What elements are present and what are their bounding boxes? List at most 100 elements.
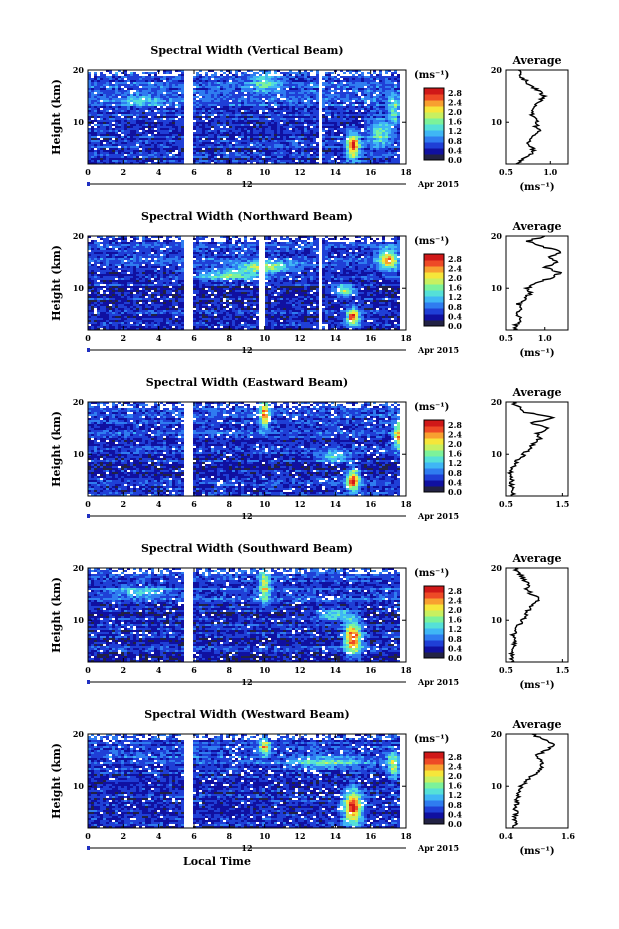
colorbar-swatch <box>424 118 444 125</box>
heatmap-frame <box>87 235 407 331</box>
date-start-mark <box>87 680 90 684</box>
average-y-tick-label: 10 <box>491 117 503 127</box>
average-title: Average <box>511 54 561 67</box>
average-y-tick-label: 20 <box>491 563 503 573</box>
colorbar-tick-label: 1.2 <box>448 790 462 800</box>
average-x-tick-label: 0.5 <box>499 665 513 675</box>
colorbar-swatch <box>424 254 444 261</box>
average-x-tick-label: 0.4 <box>499 831 513 841</box>
colorbar-frame <box>423 585 445 659</box>
average-title: Average <box>511 718 561 731</box>
panel-title: Spectral Width (Southward Beam) <box>141 542 353 555</box>
average-x-label: (ms⁻¹) <box>519 846 554 857</box>
x-tick-label: 8 <box>227 167 233 177</box>
x-tick-label: 14 <box>330 499 342 509</box>
x-tick-label: 16 <box>365 665 377 675</box>
average-profile-line <box>515 69 549 165</box>
colorbar-swatch <box>424 480 444 487</box>
x-tick-label: 10 <box>259 167 271 177</box>
date-marker: 12 <box>241 345 252 355</box>
panel-3: Spectral Width (Eastward Beam) 0 2 4 6 8 10 12 1… <box>50 376 569 521</box>
colorbar-swatch <box>424 758 444 765</box>
heatmap-frame <box>87 401 407 497</box>
colorbar-tick-label: 0.0 <box>448 819 462 829</box>
x-tick-label: 4 <box>156 831 162 841</box>
date-start-mark <box>87 348 90 352</box>
panel-title: Spectral Width (Westward Beam) <box>144 708 349 721</box>
colorbar-swatch <box>424 610 444 617</box>
x-tick-label: 12 <box>294 333 305 343</box>
average-panel: Average 0.4 1.6 10 20 (ms⁻¹) <box>491 718 576 857</box>
colorbar-tick-label: 0.0 <box>448 487 462 497</box>
colorbar-swatch <box>424 296 444 303</box>
average-y-tick-label: 20 <box>491 729 503 739</box>
colorbar-tick-label: 2.0 <box>448 439 462 449</box>
colorbar-swatch <box>424 598 444 605</box>
colorbar-tick-label: 1.2 <box>448 624 462 634</box>
colorbar-frame <box>423 87 445 161</box>
y-tick-label: 10 <box>73 283 85 293</box>
average-x-tick-label: 1.5 <box>555 499 569 509</box>
colorbar-swatch <box>424 420 444 427</box>
colorbar-swatch <box>424 782 444 789</box>
colorbar-tick-label: 2.8 <box>448 254 462 264</box>
colorbar-tick-label: 2.4 <box>448 429 462 439</box>
date-marker: 12 <box>241 843 252 853</box>
heatmap <box>88 236 400 330</box>
month-year: Apr 2015 <box>417 179 459 189</box>
colorbar-swatch <box>424 438 444 445</box>
x-tick-label: 18 <box>400 167 412 177</box>
colorbar-tick-label: 2.8 <box>448 752 462 762</box>
colorbar-frame <box>423 419 445 493</box>
colorbar-unit: (ms⁻¹) <box>414 70 449 81</box>
colorbar-swatch <box>424 818 444 825</box>
average-x-label: (ms⁻¹) <box>519 182 554 193</box>
colorbar-swatch <box>424 260 444 267</box>
x-tick-label: 14 <box>330 333 342 343</box>
colorbar-swatch <box>424 266 444 273</box>
colorbar-swatch <box>424 592 444 599</box>
x-tick-label: 0 <box>85 831 91 841</box>
x-tick-label: 14 <box>330 831 342 841</box>
heatmap-frame <box>87 733 407 829</box>
x-tick-label: 4 <box>156 499 162 509</box>
colorbar-swatch <box>424 124 444 131</box>
average-frame <box>505 69 569 165</box>
colorbar-swatch <box>424 800 444 807</box>
x-tick-label: 16 <box>365 499 377 509</box>
colorbar-swatch <box>424 764 444 771</box>
x-tick-label: 12 <box>294 665 305 675</box>
x-tick-label: 18 <box>400 499 412 509</box>
x-tick-label: 16 <box>365 831 377 841</box>
colorbar-tick-label: 2.0 <box>448 107 462 117</box>
x-tick-label: 8 <box>227 831 233 841</box>
colorbar-tick-label: 2.8 <box>448 586 462 596</box>
x-tick-label: 12 <box>294 167 305 177</box>
colorbar-tick-label: 2.4 <box>448 595 462 605</box>
colorbar-tick-label: 2.8 <box>448 88 462 98</box>
y-tick-label: 10 <box>73 449 85 459</box>
colorbar-swatch <box>424 320 444 327</box>
colorbar-swatch <box>424 100 444 107</box>
average-y-tick-label: 10 <box>491 283 503 293</box>
colorbar-tick-label: 0.8 <box>448 468 462 478</box>
x-tick-label: 6 <box>191 665 197 675</box>
x-tick-label: 16 <box>365 333 377 343</box>
x-tick-label: 2 <box>121 499 127 509</box>
average-title: Average <box>511 220 561 233</box>
month-year: Apr 2015 <box>417 345 459 355</box>
colorbar-tick-label: 2.8 <box>448 420 462 430</box>
colorbar-tick-label: 0.8 <box>448 136 462 146</box>
y-tick-label: 10 <box>73 781 85 791</box>
y-tick-label: 20 <box>73 563 85 573</box>
colorbar-tick-label: 2.4 <box>448 263 462 273</box>
colorbar-frame <box>423 253 445 327</box>
y-tick-label: 20 <box>73 729 85 739</box>
colorbar-swatch <box>424 776 444 783</box>
colorbar-tick-label: 0.4 <box>448 145 462 155</box>
date-marker: 12 <box>241 677 252 687</box>
average-profile-line <box>511 235 563 331</box>
y-axis-label: Height (km) <box>50 245 63 321</box>
average-x-tick-label: 1.6 <box>561 831 575 841</box>
